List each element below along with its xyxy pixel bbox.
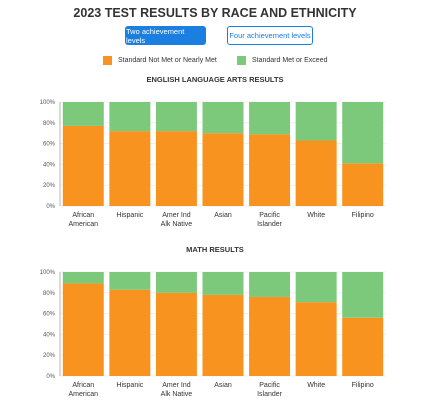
- ela-y-tick-label: 0%: [46, 204, 55, 210]
- math-bar-met[interactable]: [249, 272, 291, 297]
- ela-bar-not-met[interactable]: [295, 140, 337, 206]
- ela-bar-met[interactable]: [109, 102, 151, 132]
- math-bar-met[interactable]: [62, 272, 104, 284]
- ela-chart-title: ENGLISH LANGUAGE ARTS RESULTS: [146, 75, 284, 84]
- legend-label-not-met: Standard Not Met or Nearly Met: [118, 56, 217, 64]
- ela-bar-met[interactable]: [295, 102, 337, 141]
- ela-y-tick-label: 20%: [43, 183, 56, 189]
- ela-category-label: Filipino: [352, 212, 374, 219]
- math-category-label: Filipino: [352, 382, 374, 389]
- ela-bar-met[interactable]: [249, 102, 291, 135]
- ela-category-label: American: [68, 221, 98, 228]
- ela-category-label: Hispanic: [116, 212, 143, 219]
- ela-y-tick-label: 60%: [43, 142, 56, 148]
- math-category-label: Hispanic: [116, 382, 143, 389]
- math-y-tick-label: 100%: [40, 270, 56, 276]
- math-bar-met[interactable]: [155, 272, 197, 293]
- four-levels-button[interactable]: Four achievement levels: [227, 26, 313, 45]
- legend-label-met: Standard Met or Exceed: [252, 56, 328, 64]
- math-category-label: Pacific: [259, 382, 280, 389]
- ela-y-tick-label: 40%: [43, 162, 56, 168]
- math-bar-not-met[interactable]: [202, 294, 244, 376]
- math-chart-title: MATH RESULTS: [186, 245, 244, 254]
- math-bar-not-met[interactable]: [342, 317, 384, 376]
- math-y-tick-label: 40%: [43, 332, 56, 338]
- ela-bar-met[interactable]: [202, 102, 244, 134]
- ela-category-label: Asian: [214, 212, 232, 219]
- ela-category-label: Alk Native: [161, 221, 193, 228]
- ela-bar-met[interactable]: [342, 102, 384, 164]
- math-category-label: Asian: [214, 382, 232, 389]
- ela-bar-met[interactable]: [155, 102, 197, 132]
- legend-item-not-met: Standard Not Met or Nearly Met: [103, 54, 217, 66]
- ela-bar-not-met[interactable]: [62, 125, 104, 206]
- math-bar-met[interactable]: [295, 272, 337, 303]
- math-y-tick-label: 20%: [43, 353, 56, 359]
- ela-bar-not-met[interactable]: [249, 134, 291, 206]
- legend-swatch-not-met: [103, 55, 112, 65]
- ela-category-label: Pacific: [259, 212, 280, 219]
- math-bar-not-met[interactable]: [62, 283, 104, 376]
- math-bar-not-met[interactable]: [155, 292, 197, 376]
- math-bar-not-met[interactable]: [249, 296, 291, 376]
- math-y-tick-label: 0%: [46, 374, 55, 380]
- math-category-label: African: [72, 382, 94, 389]
- math-category-label: Alk Native: [161, 391, 193, 398]
- legend-item-met: Standard Met or Exceed: [237, 54, 328, 66]
- ela-category-label: Islander: [257, 221, 283, 228]
- ela-bar-not-met[interactable]: [109, 131, 151, 206]
- ela-chart: 0% 20% 40% 60% 80% 100% African American Hispani…: [40, 100, 386, 228]
- ela-category-label: Amer Ind: [162, 212, 191, 219]
- math-category-label: Amer Ind: [162, 382, 191, 389]
- math-bar-met[interactable]: [202, 272, 244, 295]
- ela-y-tick-label: 80%: [43, 121, 56, 127]
- legend-swatch-met: [237, 55, 246, 65]
- page-title: 2023 TEST RESULTS BY RACE AND ETHNICITY: [73, 6, 357, 20]
- math-y-tick-label: 60%: [43, 312, 56, 318]
- ela-bar-met[interactable]: [62, 102, 104, 126]
- math-bar-not-met[interactable]: [295, 302, 337, 376]
- ela-bar-not-met[interactable]: [342, 163, 384, 206]
- math-chart: 0% 20% 40% 60% 80% 100% African American Hispani…: [40, 270, 386, 398]
- math-category-label: White: [307, 382, 325, 389]
- two-levels-button[interactable]: Two achievement levels: [125, 26, 206, 45]
- math-y-tick-label: 80%: [43, 291, 56, 297]
- ela-category-label: African: [72, 212, 94, 219]
- math-bar-met[interactable]: [342, 272, 384, 318]
- math-category-label: Islander: [257, 391, 283, 398]
- math-bar-met[interactable]: [109, 272, 151, 290]
- ela-y-tick-label: 100%: [40, 100, 56, 106]
- ela-category-label: White: [307, 212, 325, 219]
- ela-bar-not-met[interactable]: [202, 133, 244, 206]
- math-category-label: American: [68, 391, 98, 398]
- ela-bar-not-met[interactable]: [155, 131, 197, 206]
- math-bar-not-met[interactable]: [109, 289, 151, 376]
